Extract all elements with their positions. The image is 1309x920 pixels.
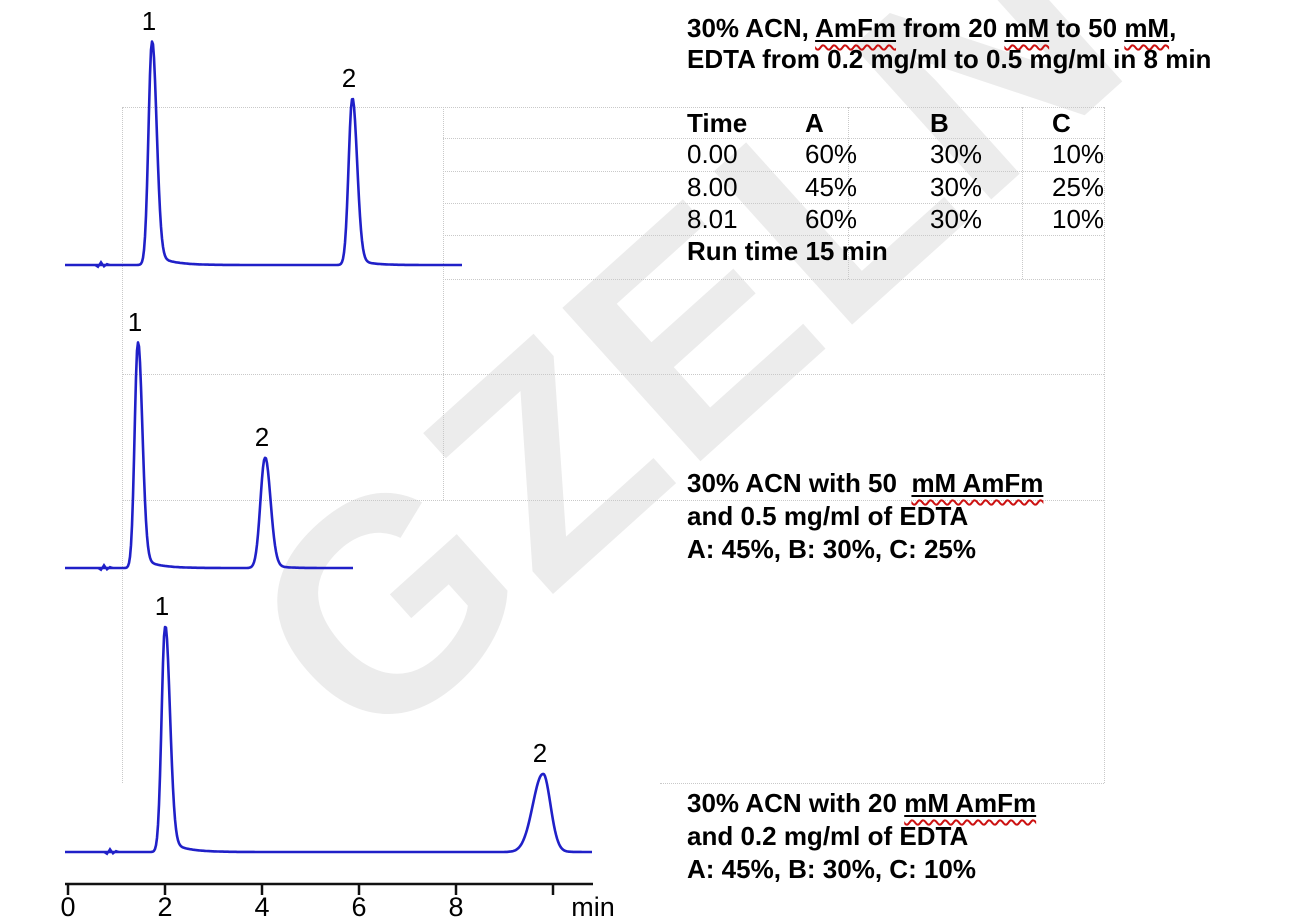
text-segment: and 0.2 mg/ml of EDTA [687, 821, 969, 851]
table-cell: 25% [1052, 172, 1105, 202]
text-segment: 30% ACN with 20 [687, 788, 905, 818]
peak-label: 2 [342, 63, 356, 93]
table-cell: 30% [930, 139, 983, 169]
text-line: 30% ACN, AmFm from 20 mM to 50 mM, [687, 13, 1211, 44]
text-segment: 30% ACN with 50 [687, 468, 912, 498]
text-segment: A: 45%, B: 30%, C: 10% [687, 854, 976, 884]
table-cell: 30% [930, 172, 983, 202]
underlined-term: mM AmFm [911, 468, 1044, 498]
text-line: 30% ACN with 50 mM AmFm [687, 467, 1043, 500]
text-segment: A: 45%, B: 30%, C: 25% [687, 534, 976, 564]
gradient-conditions-text: 30% ACN, AmFm from 20 mM to 50 mM, EDTA f… [687, 13, 1211, 75]
table-cell: 8.00 [687, 172, 738, 202]
text-line: A: 45%, B: 30%, C: 25% [687, 533, 1043, 566]
peak-label: 1 [155, 591, 169, 621]
underlined-term: mM [1004, 13, 1050, 43]
text-line: A: 45%, B: 30%, C: 10% [687, 853, 1036, 886]
table-cell: 60% [805, 139, 858, 169]
text-line: EDTA from 0.2 mg/ml to 0.5 mg/ml in 8 mi… [687, 44, 1211, 75]
table-cell: 10% [1052, 204, 1105, 234]
underlined-term: AmFm [815, 13, 897, 43]
baseline-blip [97, 562, 114, 572]
x-axis-tick-label: 8 [448, 892, 463, 920]
x-axis-tick-label: 6 [351, 892, 366, 920]
table-cell: 45% [805, 172, 858, 202]
table-header-cell: B [930, 108, 949, 138]
text-segment: from 20 [896, 13, 1005, 43]
x-axis-tick-label: 0 [60, 892, 75, 920]
trace-path [64, 625, 593, 854]
peak-label: 2 [255, 422, 269, 452]
table-footer-run-time: Run time 15 min [687, 236, 888, 266]
isocratic-50mM-conditions-text: 30% ACN with 50 mM AmFm and 0.5 mg/ml of … [687, 467, 1043, 566]
isocratic-20mM-conditions-text: 30% ACN with 20 mM AmFm and 0.2 mg/ml of … [687, 787, 1036, 886]
table-cell: 8.01 [687, 204, 738, 234]
peak-label: 2 [533, 738, 547, 768]
x-axis-tick-label: 2 [157, 892, 172, 920]
text-segment: EDTA from 0.2 mg/ml to 0.5 mg/ml in 8 mi… [687, 44, 1212, 74]
trace-path [64, 341, 354, 570]
text-segment: 30% ACN, [687, 13, 816, 43]
gradient-program-table: Time A B C 0.00 60% 30% 10% 8.00 45% 30% 25% 8.01 60%… [687, 108, 1104, 280]
text-line: and 0.2 mg/ml of EDTA [687, 820, 1036, 853]
text-segment: , [1169, 13, 1177, 43]
table-cell: 10% [1052, 139, 1105, 169]
table-header-cell: A [805, 108, 824, 138]
text-segment: and 0.5 mg/ml of EDTA [687, 501, 969, 531]
table-cell: 60% [805, 204, 858, 234]
text-line: and 0.5 mg/ml of EDTA [687, 500, 1043, 533]
peak-label: 1 [128, 307, 142, 337]
text-segment: to 50 [1049, 13, 1125, 43]
underlined-term: mM [1124, 13, 1170, 43]
underlined-term: mM AmFm [904, 788, 1037, 818]
trace-path [64, 40, 463, 267]
peak-label: 1 [142, 6, 156, 36]
text-line: 30% ACN with 20 mM AmFm [687, 787, 1036, 820]
table-cell: 0.00 [687, 139, 738, 169]
x-axis-tick-label: 4 [254, 892, 269, 920]
x-axis-unit-label: min [571, 892, 615, 920]
table-header-cell: C [1052, 108, 1071, 138]
table-header-cell: Time [687, 108, 748, 138]
table-cell: 30% [930, 204, 983, 234]
baseline-blip [103, 846, 120, 856]
baseline-blip [94, 259, 111, 269]
